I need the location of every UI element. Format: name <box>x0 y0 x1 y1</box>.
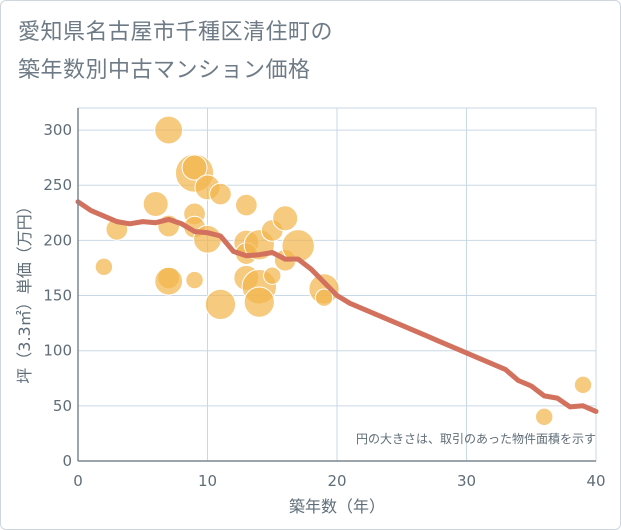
bubble-series <box>94 115 593 427</box>
data-bubble <box>154 266 184 296</box>
y-tick-label: 300 <box>43 121 72 139</box>
data-bubble <box>234 193 258 217</box>
y-tick-label: 50 <box>53 397 72 415</box>
data-bubble <box>314 288 334 307</box>
y-tick-label: 250 <box>43 176 72 194</box>
y-tick-label: 0 <box>62 452 72 470</box>
data-bubble <box>573 375 593 395</box>
data-bubble <box>263 266 282 285</box>
x-tick-label: 0 <box>73 472 83 490</box>
data-bubble <box>142 190 169 217</box>
x-tick-label: 30 <box>457 472 476 490</box>
chart-title-line-1: 愛知県名古屋市千種区清住町の <box>18 20 334 45</box>
axes <box>77 108 596 462</box>
data-bubble <box>209 182 232 206</box>
data-bubble <box>204 288 237 320</box>
x-tick-label: 20 <box>327 472 346 490</box>
tick-labels: 0 50 100 150 200 250 300 0 10 20 30 40 <box>43 121 605 490</box>
bubble-size-note: 円の大きさは、取引のあった物件面積を示す <box>356 431 596 446</box>
data-bubble <box>272 205 299 232</box>
y-tick-label: 200 <box>43 231 72 249</box>
x-tick-label: 40 <box>586 472 605 490</box>
y-tick-label: 150 <box>43 287 72 305</box>
chart-title-line-2: 築年数別中古マンション価格 <box>18 58 311 83</box>
data-bubble <box>535 407 554 427</box>
x-tick-label: 10 <box>198 472 217 490</box>
data-bubble <box>185 270 204 290</box>
trend-line <box>75 199 599 414</box>
x-axis-title: 築年数（年） <box>289 497 385 516</box>
data-bubble <box>243 286 275 318</box>
chart-title: 愛知県名古屋市千種区清住町の 築年数別中古マンション価格 <box>18 14 608 90</box>
y-tick-label: 100 <box>43 342 72 360</box>
data-bubble <box>154 115 184 145</box>
y-axis-title: 坪（3.3㎡）単価（万円） <box>15 198 34 383</box>
data-bubble <box>94 257 114 277</box>
data-bubble <box>181 154 208 181</box>
